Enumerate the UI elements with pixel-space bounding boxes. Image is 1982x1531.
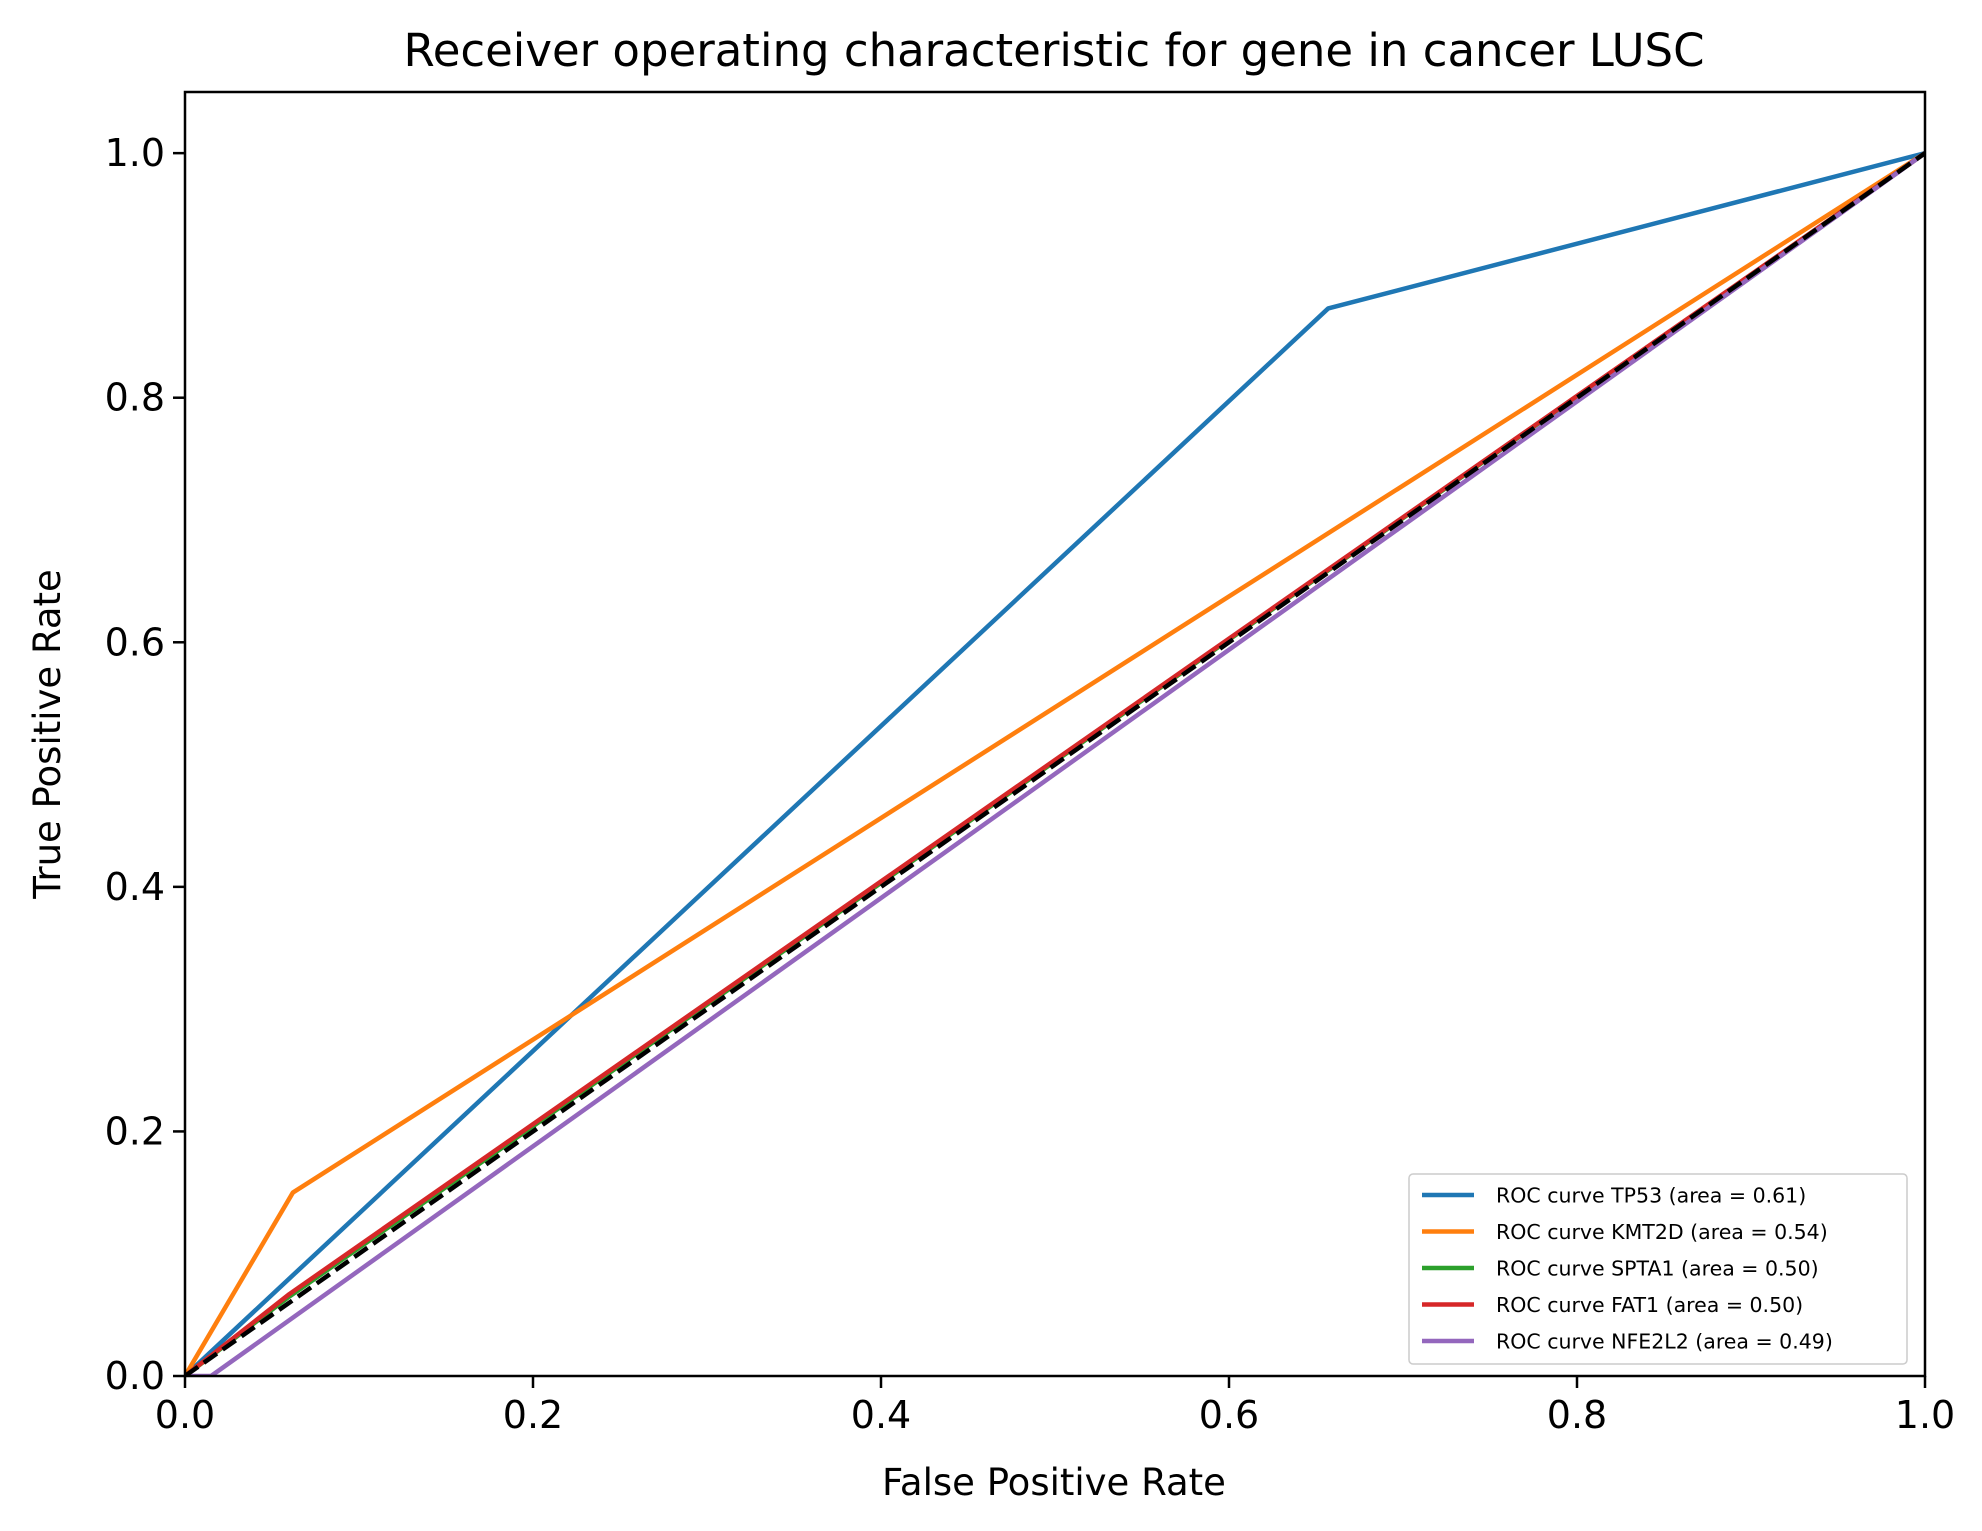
y-tick-label: 0.6 bbox=[105, 620, 165, 664]
x-tick-label: 0.2 bbox=[503, 1393, 563, 1437]
y-axis-label: True Positive Rate bbox=[26, 569, 69, 900]
legend: ROC curve TP53 (area = 0.61) ROC curve KM… bbox=[1408, 1173, 1908, 1365]
x-axis-label: False Positive Rate bbox=[882, 1461, 1226, 1504]
series-line-fat1 bbox=[185, 151, 1925, 1376]
legend-entry-label: ROC curve KMT2D (area = 0.54) bbox=[1496, 1220, 1828, 1244]
y-tick-label: 0.4 bbox=[105, 865, 165, 909]
y-tick-label: 1.0 bbox=[105, 131, 165, 175]
y-tick-label: 0.0 bbox=[105, 1354, 165, 1398]
legend-box bbox=[1408, 1173, 1908, 1365]
plot-frame bbox=[183, 90, 1927, 1378]
x-tick-label: 0.8 bbox=[1547, 1393, 1607, 1437]
chart-title: Receiver operating characteristic for ge… bbox=[403, 24, 1704, 77]
x-tick-label: 0.6 bbox=[1199, 1393, 1259, 1437]
legend-entry-label: ROC curve FAT1 (area = 0.50) bbox=[1496, 1293, 1803, 1317]
legend-entry-label: ROC curve SPTA1 (area = 0.50) bbox=[1496, 1257, 1819, 1281]
y-tick-label: 0.8 bbox=[105, 376, 165, 420]
reference-diagonal-line bbox=[185, 151, 1925, 1376]
x-tick-label: 1.0 bbox=[1895, 1393, 1955, 1437]
legend-entry-label: ROC curve TP53 (area = 0.61) bbox=[1496, 1184, 1806, 1208]
x-tick-label: 0.4 bbox=[851, 1393, 911, 1437]
y-tick-label: 0.2 bbox=[105, 1109, 165, 1153]
series-line-nfe2l2 bbox=[185, 151, 1925, 1376]
x-tick-label: 0.0 bbox=[155, 1393, 215, 1437]
legend-entry-label: ROC curve NFE2L2 (area = 0.49) bbox=[1496, 1330, 1833, 1354]
series-line-kmt2d bbox=[185, 151, 1925, 1376]
